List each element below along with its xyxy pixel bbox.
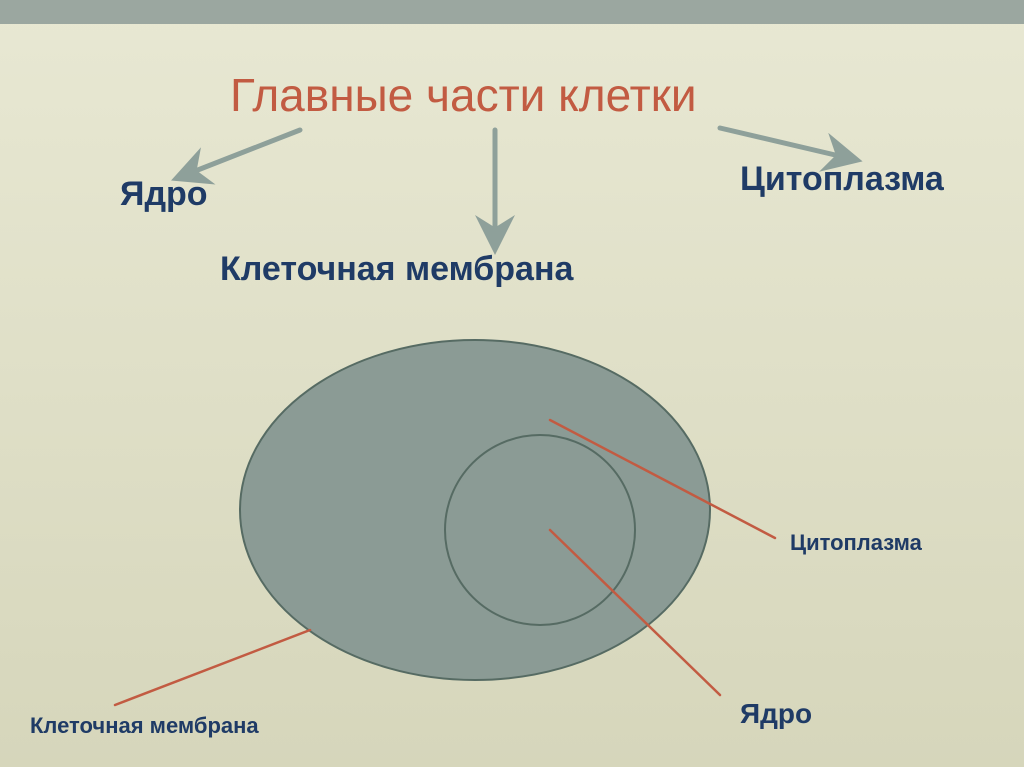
arrow-to-cytoplasm-label — [720, 128, 848, 158]
branch-label-cytoplasm: Цитоплазма — [740, 160, 944, 199]
arrow-to-nucleus-label — [185, 130, 300, 175]
pointer-label-cytoplasm: Цитоплазма — [790, 530, 922, 556]
pointer-line-cytoplasm — [550, 420, 775, 538]
branch-label-membrane: Клеточная мембрана — [220, 250, 573, 289]
pointer-label-membrane: Клеточная мембрана — [30, 713, 259, 739]
pointer-line-membrane — [115, 630, 310, 705]
pointer-label-nucleus: Ядро — [740, 698, 812, 730]
cell-diagram — [240, 340, 710, 680]
pointer-line-nucleus — [550, 530, 720, 695]
branch-label-nucleus: Ядро — [120, 175, 208, 214]
pointer-lines — [115, 420, 775, 705]
slide: Главные части клетки Ядро Клеточная мемб… — [0, 0, 1024, 767]
slide-title: Главные части клетки — [230, 68, 697, 122]
cell-outer-ellipse — [240, 340, 710, 680]
cell-nucleus-circle — [445, 435, 635, 625]
top-accent-bar — [0, 0, 1024, 24]
